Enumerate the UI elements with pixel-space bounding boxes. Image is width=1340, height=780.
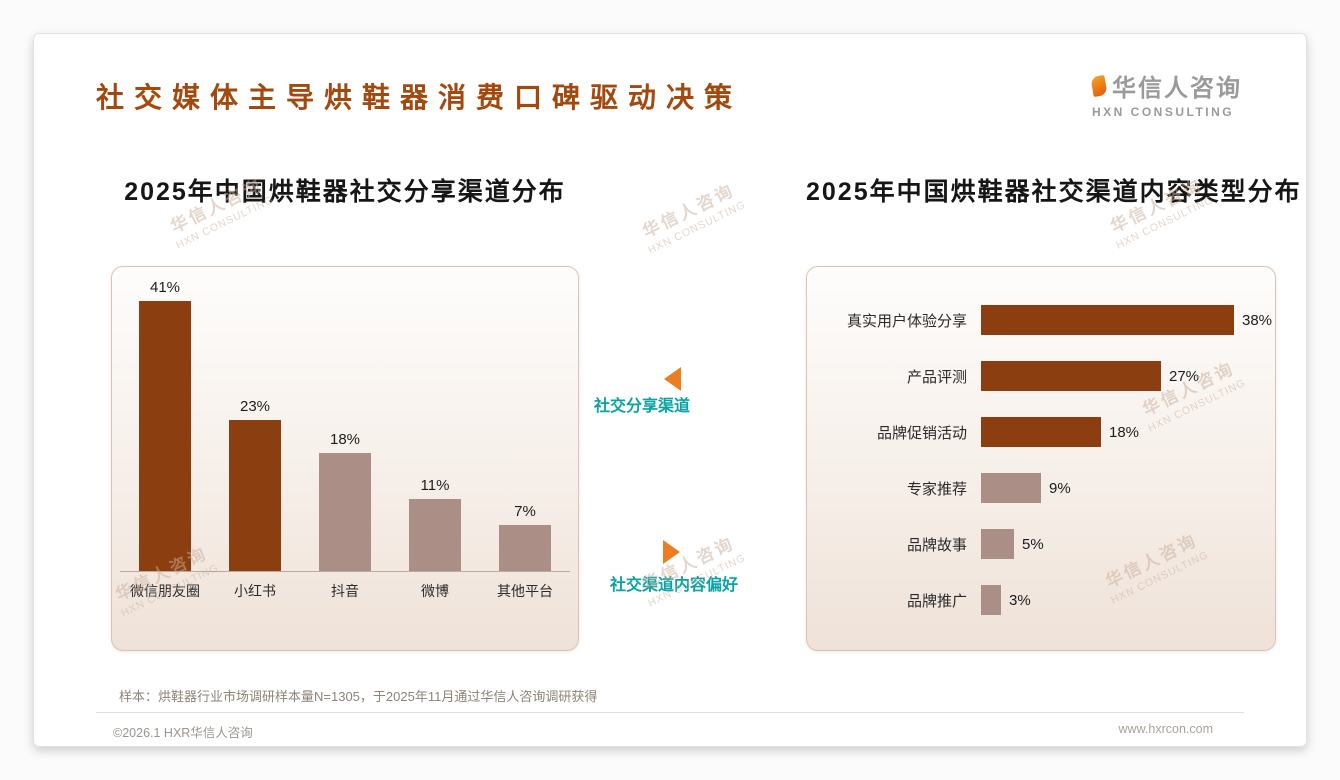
bar	[499, 525, 551, 571]
bar	[409, 499, 461, 571]
watermark-line1: 华信人咨询	[639, 180, 738, 242]
bar	[229, 420, 281, 571]
bar	[319, 453, 371, 571]
hbar-row: 专家推荐 9%	[821, 460, 1269, 516]
slide: 社交媒体主导烘鞋器消费口碑驱动决策 华信人咨询 HXN CONSULTING 2…	[33, 33, 1307, 747]
right-chart-title: 2025年中国烘鞋器社交渠道内容类型分布	[806, 178, 1302, 206]
left-chart-title: 2025年中国烘鞋器社交分享渠道分布	[124, 178, 566, 206]
footer-website: www.hxrcon.com	[1118, 722, 1213, 736]
page-title: 社交媒体主导烘鞋器消费口碑驱动决策	[96, 82, 743, 113]
bar-value-label: 38%	[1242, 311, 1273, 329]
bar-value-label: 23%	[239, 398, 271, 415]
hbar-category-label: 品牌推广	[906, 592, 967, 610]
logo-name: 华信人咨询	[1112, 75, 1242, 102]
hbar-row: 品牌故事 5%	[821, 516, 1269, 572]
bar-value-label: 9%	[1049, 479, 1071, 497]
left-chart-panel: 41% 23% 18% 11% 7% 微信朋友圈 小红书 抖音 微博 其他平台	[111, 266, 579, 651]
right-chart-annotation: 社交渠道内容偏好	[609, 577, 738, 594]
watermark: 华信人咨询 HXN CONSULTING	[615, 165, 767, 266]
hbar-category-label: 专家推荐	[906, 480, 967, 498]
bar-value-label: 18%	[1109, 423, 1140, 441]
bar-category-label: 微信朋友圈	[130, 583, 200, 599]
bar-value-label: 41%	[149, 279, 181, 296]
left-chart-plot: 41% 23% 18% 11% 7%	[120, 279, 570, 572]
bar-value-label: 27%	[1169, 367, 1200, 385]
bar-column: 18%	[319, 431, 371, 571]
bar	[139, 301, 191, 571]
right-chart-rows: 真实用户体验分享 38% 产品评测 27% 品牌促销活动 18% 专家推荐 9% 品牌故事 5% 品…	[821, 292, 1273, 628]
bar-column: 11%	[409, 477, 461, 571]
bar-column: 7%	[499, 503, 551, 571]
bar-category-label: 微博	[421, 583, 449, 599]
arrow-right-icon	[663, 540, 680, 564]
logo-row: 华信人咨询	[1090, 68, 1242, 103]
bar	[981, 305, 1234, 335]
sample-note: 样本：烘鞋器行业市场调研样本量N=1305，于2025年11月通过华信人咨询调研…	[119, 689, 598, 704]
bar-category-label: 小红书	[234, 583, 276, 599]
bar-value-label: 3%	[1009, 591, 1031, 609]
left-chart-annotation: 社交分享渠道	[593, 398, 690, 415]
hbar-category-label: 真实用户体验分享	[846, 312, 967, 330]
bar-value-label: 11%	[420, 477, 450, 494]
watermark-line2: HXN CONSULTING	[646, 198, 748, 257]
bar	[981, 361, 1161, 391]
bar-column: 41%	[139, 279, 191, 571]
bar	[981, 529, 1014, 559]
bar	[981, 585, 1001, 615]
right-chart-panel: 真实用户体验分享 38% 产品评测 27% 品牌促销活动 18% 专家推荐 9% 品牌故事 5% 品…	[806, 266, 1276, 651]
bar	[981, 473, 1041, 503]
bar	[981, 417, 1101, 447]
footer-divider	[96, 712, 1244, 713]
hbar-row: 品牌促销活动 18%	[821, 404, 1269, 460]
logo-flame-icon	[1090, 74, 1108, 97]
logo: 华信人咨询 HXN CONSULTING	[1090, 68, 1242, 119]
bar-column: 23%	[229, 398, 281, 571]
bar-category-label: 其他平台	[497, 583, 553, 599]
left-chart-category-labels: 微信朋友圈 小红书 抖音 微博 其他平台	[120, 581, 570, 601]
bar-value-label: 7%	[514, 503, 536, 520]
arrow-left-icon	[664, 367, 681, 391]
logo-subtitle: HXN CONSULTING	[1092, 105, 1235, 119]
watermark: 华信人咨询 HXN CONSULTING	[615, 518, 767, 619]
hbar-row: 真实用户体验分享 38%	[821, 292, 1273, 348]
hbar-row: 品牌推广 3%	[821, 572, 1269, 628]
hbar-category-label: 品牌故事	[906, 536, 967, 554]
hbar-row: 产品评测 27%	[821, 348, 1269, 404]
bar-category-label: 抖音	[331, 583, 359, 599]
hbar-category-label: 产品评测	[906, 368, 967, 386]
hbar-category-label: 品牌促销活动	[876, 424, 967, 442]
bar-value-label: 5%	[1022, 535, 1044, 553]
bar-value-label: 18%	[329, 431, 361, 448]
footer-copyright: ©2026.1 HXR华信人咨询	[113, 726, 253, 740]
